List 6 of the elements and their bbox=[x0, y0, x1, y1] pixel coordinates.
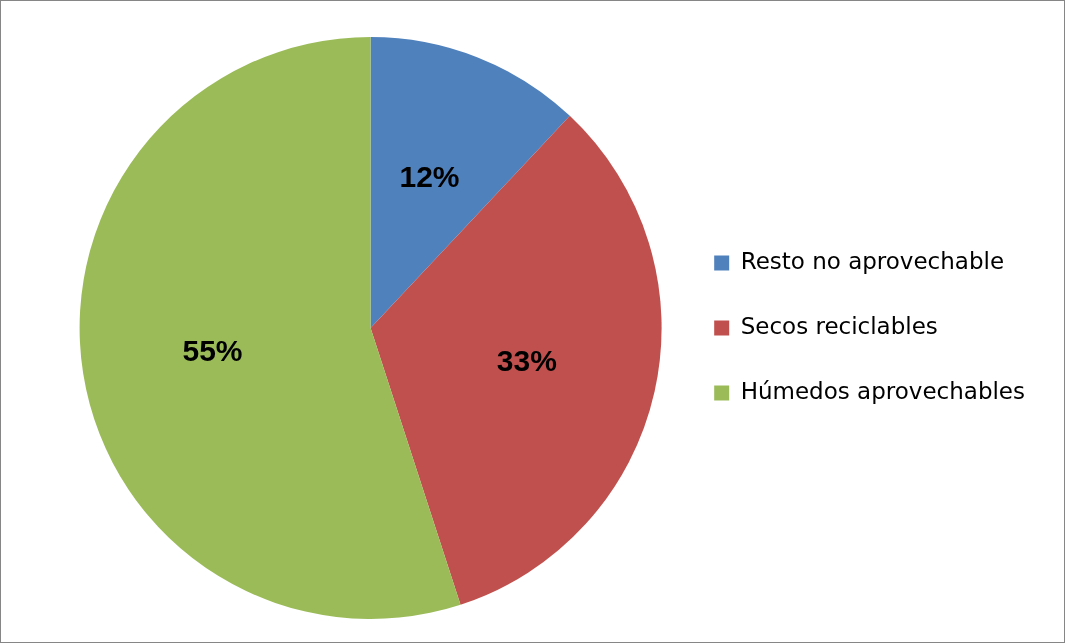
data-label: 33% bbox=[496, 344, 557, 378]
data-label: 55% bbox=[182, 334, 243, 368]
data-label: 12% bbox=[399, 160, 460, 194]
legend-label: Secos reciclables bbox=[740, 312, 938, 339]
legend-label: Húmedos aprovechables bbox=[740, 377, 1025, 404]
legend-label: Resto no aprovechable bbox=[740, 247, 1005, 274]
